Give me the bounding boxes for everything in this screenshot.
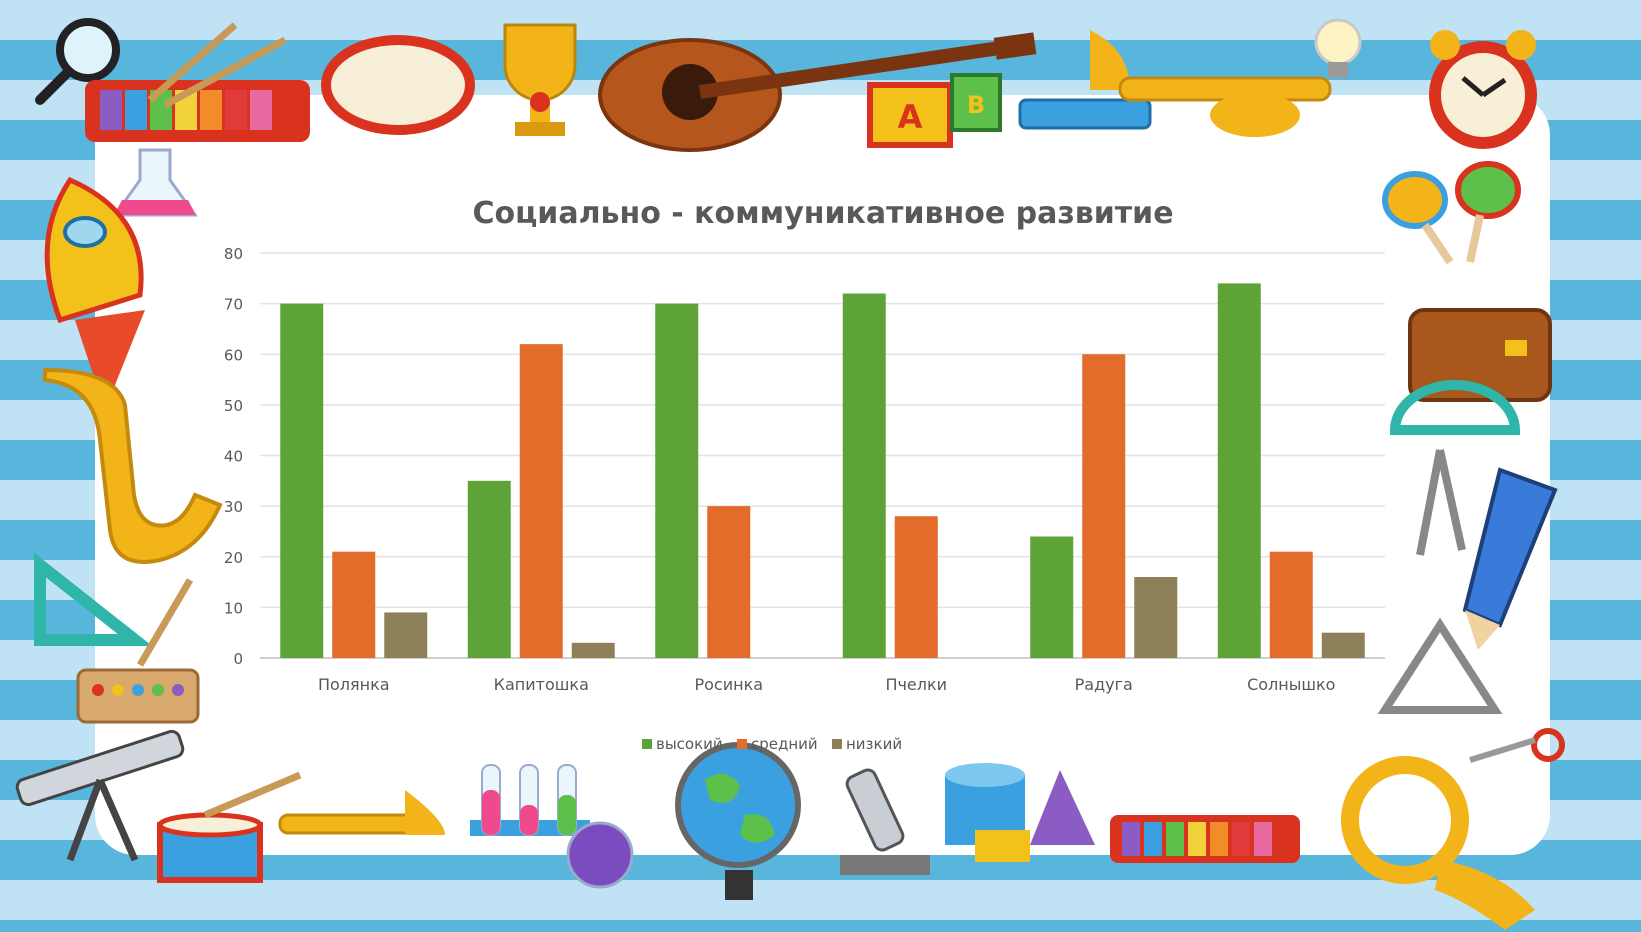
x-tick-label: Солнышко — [1247, 675, 1335, 694]
legend-swatch — [832, 739, 842, 749]
protractor-icon — [1389, 380, 1521, 435]
bar-высокий-Радуга — [1030, 536, 1074, 658]
chart-title: Социально - коммуникативное развитие — [472, 196, 1173, 231]
block-letter-a: A — [898, 98, 923, 136]
bar-средний-Солнышко — [1269, 551, 1313, 658]
legend-label: низкий — [846, 735, 902, 753]
set-square-icon — [34, 552, 153, 646]
lightbulb-icon — [1314, 18, 1362, 78]
tambourine-icon — [321, 35, 475, 135]
x-tick-label: Росинка — [694, 675, 763, 694]
globe-icon — [675, 742, 801, 900]
microscope-icon — [840, 768, 930, 875]
test-tubes-icon — [470, 764, 634, 889]
guitar-icon — [598, 32, 1037, 152]
palette-icon — [76, 578, 200, 724]
chart-panel — [95, 95, 1550, 855]
bar-низкий-Радуга — [1134, 577, 1178, 658]
trophy-icon — [503, 23, 577, 136]
maracas-icon — [1382, 161, 1521, 265]
x-tick-label: Полянка — [318, 675, 390, 694]
bar-высокий-Капитошка — [467, 480, 511, 658]
y-tick-label: 60 — [224, 346, 243, 364]
magnifier-icon — [35, 18, 120, 105]
y-tick-label: 50 — [224, 397, 243, 415]
bar-низкий-Капитошка — [571, 642, 615, 658]
y-tick-label: 40 — [224, 448, 243, 466]
bar-средний-Полянка — [332, 551, 376, 658]
crayon-icon — [1018, 98, 1152, 130]
gridlines — [260, 252, 1385, 659]
bar-средний-Капитошка — [519, 344, 563, 658]
pencil-icon — [1462, 467, 1558, 650]
bar-высокий-Росинка — [655, 303, 699, 658]
y-tick-label: 70 — [224, 296, 243, 314]
alarm-clock-icon — [1429, 30, 1537, 149]
saxophone-icon — [43, 367, 223, 564]
bar-средний-Радуга — [1082, 354, 1126, 658]
bar-низкий-Солнышко — [1321, 632, 1365, 658]
xylophone-bottom-icon — [1110, 815, 1300, 863]
bar-высокий-Солнышко — [1217, 283, 1261, 658]
triangle-instrument-icon — [1377, 617, 1503, 714]
bars — [280, 283, 1365, 658]
y-tick-label: 20 — [224, 549, 243, 567]
french-horn-icon — [1341, 756, 1535, 930]
legend-swatch — [737, 739, 747, 749]
abc-blocks-icon: A B — [867, 73, 1002, 148]
xylophone-icon — [85, 22, 310, 142]
compass-icon — [1416, 449, 1466, 556]
geometry-shapes-icon — [945, 763, 1095, 862]
telescope-icon — [15, 729, 185, 862]
bar-средний-Пчелки — [894, 516, 938, 658]
drum-icon — [157, 771, 302, 883]
x-tick-label: Радуга — [1075, 675, 1133, 694]
treasure-chest-icon — [1408, 308, 1552, 402]
y-axis-ticks: 0 10 20 30 40 50 60 70 80 — [224, 245, 243, 668]
x-axis-labels: Полянка Капитошка Росинка Пчелки Радуга Солны… — [318, 675, 1335, 694]
rocket-icon — [44, 176, 145, 410]
bar-низкий-Полянка — [384, 612, 428, 658]
legend: высокий средний низкий — [642, 735, 902, 753]
y-tick-label: 80 — [224, 245, 243, 263]
bar-средний-Росинка — [707, 506, 751, 658]
y-tick-label: 0 — [233, 650, 243, 668]
block-letter-b: B — [967, 91, 985, 119]
x-tick-label: Пчелки — [885, 675, 947, 694]
y-tick-label: 10 — [224, 599, 243, 617]
scissors-icon — [1469, 728, 1565, 763]
y-tick-label: 30 — [224, 498, 243, 516]
trumpet-bottom-icon — [278, 790, 445, 835]
flask-icon — [112, 148, 198, 217]
legend-swatch — [642, 739, 652, 749]
legend-label: высокий — [656, 735, 723, 753]
bar-высокий-Пчелки — [842, 293, 886, 658]
x-tick-label: Капитошка — [494, 675, 589, 694]
legend-label: средний — [751, 735, 818, 753]
bar-высокий-Полянка — [280, 303, 324, 658]
trumpet-icon — [1090, 30, 1332, 137]
